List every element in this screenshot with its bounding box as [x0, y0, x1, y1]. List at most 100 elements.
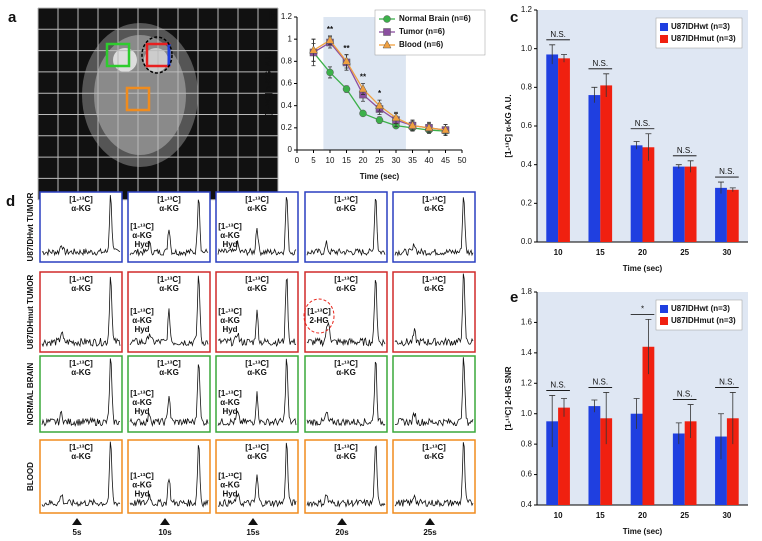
peak-label: [1-¹³C] [69, 443, 93, 452]
peak-label: [1-¹³C] [157, 195, 181, 204]
spectrum-frame [304, 355, 388, 433]
peak-label: [1-¹³C] [245, 275, 269, 284]
bar [630, 145, 643, 242]
x-tick-label: 5 [311, 156, 316, 165]
y-tick-label: 1.0 [521, 44, 533, 53]
peak-label: [1-¹³C] [422, 195, 446, 204]
bar [715, 187, 727, 242]
peak-label: Hyd [222, 325, 237, 334]
y-axis-title: [1-¹³C] α-KG A.U. [504, 94, 513, 157]
peak-label: α-KG [220, 481, 240, 490]
peak-label: Hyd [134, 407, 149, 416]
peak-label: [1-¹³C] [307, 307, 331, 316]
x-tick-label: 20 [638, 248, 647, 257]
legend-marker [383, 28, 391, 36]
spectrum-frame [39, 191, 123, 263]
x-tick-label: 40 [425, 156, 434, 165]
bar [642, 346, 655, 505]
y-tick-label: 0.2 [521, 198, 533, 207]
annotation: N.S. [550, 30, 566, 39]
peak-label: α-KG [132, 481, 152, 490]
peak-label: α-KG [336, 368, 356, 377]
peak-label: α-KG [220, 398, 240, 407]
y-tick-label: 0.8 [521, 82, 533, 91]
x-axis-title: Time (sec) [360, 172, 400, 181]
spectrum-frame [127, 439, 211, 514]
peak-label: [1-¹³C] [245, 195, 269, 204]
marker [342, 56, 351, 65]
peak-label: Hyd [134, 240, 149, 249]
error-bar [729, 187, 736, 192]
highlight-ellipse [303, 298, 335, 334]
legend-label: U87IDHmut (n=3) [671, 34, 736, 43]
peak-label: α-KG [71, 452, 91, 461]
row-label: U87IDHmut TUMOR [26, 274, 35, 349]
peak-label: α-KG [132, 398, 152, 407]
error-bar [603, 73, 610, 97]
spectrum-frame [127, 355, 211, 433]
peak-label: [1-¹³C] [130, 307, 154, 316]
legend-box [655, 299, 743, 331]
x-tick-label: 30 [722, 511, 731, 520]
spectrum-frame [392, 355, 476, 433]
peak-label: [1-¹³C] [334, 443, 358, 452]
row-label: U87IDHwt TUMOR [26, 192, 35, 261]
spectrum [394, 273, 474, 347]
time-label: 10s [158, 528, 172, 537]
y-axis-title: [1-¹³C] α-KG, A.U. [264, 51, 273, 117]
time-label: 5s [73, 528, 82, 537]
marker [325, 35, 335, 44]
spectrum [394, 357, 474, 427]
y-tick-label: 0.8 [281, 56, 293, 65]
legend-swatch [660, 35, 668, 43]
y-tick-label: 0.6 [281, 79, 293, 88]
peak-label: [1-¹³C] [218, 222, 242, 231]
time-arrow [160, 518, 170, 525]
panel-label: c [510, 9, 518, 26]
mri-image [37, 7, 279, 201]
annotation: N.S. [593, 378, 609, 387]
row-label: NORMAL BRAIN [26, 363, 35, 426]
peak-label: Hyd [134, 325, 149, 334]
y-tick-label: 0.0 [521, 237, 533, 246]
spectrum [217, 278, 297, 347]
peak-label: α-KG [132, 316, 152, 325]
bar [558, 407, 570, 505]
x-tick-label: 0 [295, 156, 300, 165]
panel-label: d [6, 193, 15, 210]
peak-label: α-KG [424, 452, 444, 461]
x-tick-label: 30 [392, 156, 401, 165]
peak-label: [1-¹³C] [422, 275, 446, 284]
x-tick-label: 10 [326, 156, 335, 165]
bar [715, 436, 727, 505]
y-tick-label: 0.6 [521, 470, 533, 479]
marker [424, 122, 434, 132]
y-tick-label: 0.4 [521, 160, 533, 169]
peak-label: Hyd [222, 490, 237, 499]
peak-label: α-KG [424, 284, 444, 293]
peak-label: [1-¹³C] [422, 443, 446, 452]
spectrum [217, 197, 297, 257]
legend-swatch [660, 23, 668, 31]
panel-label: a [8, 9, 17, 26]
spectrum [41, 276, 121, 348]
peak-label: [1-¹³C] [69, 359, 93, 368]
y-tick-label: 1.0 [521, 409, 533, 418]
legend-marker [383, 15, 391, 23]
tumor-outline [141, 36, 173, 74]
error-bar [549, 395, 556, 448]
error-bar [675, 422, 682, 445]
annotation: ** [360, 73, 367, 82]
spectrum-frame [304, 271, 388, 353]
peak-label: α-KG [336, 284, 356, 293]
peak-label: α-KG [71, 284, 91, 293]
marker [309, 45, 318, 54]
peak-label: α-KG [247, 452, 267, 461]
x-tick-label: 25 [375, 156, 384, 165]
y-tick-label: 1.6 [521, 318, 533, 327]
bar [684, 421, 697, 505]
peak-label: α-KG [336, 204, 356, 213]
marker [358, 84, 368, 93]
y-tick-label: 0.4 [521, 500, 533, 509]
time-label: 15s [246, 528, 260, 537]
